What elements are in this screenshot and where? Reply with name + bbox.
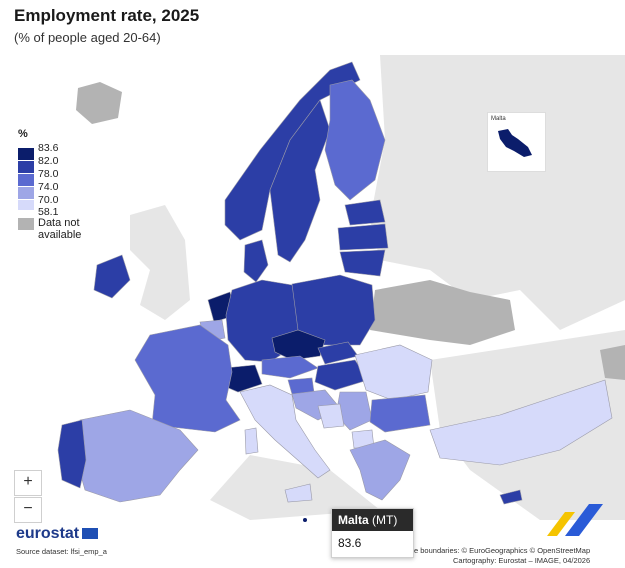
brand-stripes-icon (547, 504, 603, 536)
romania (354, 344, 433, 401)
iceland (76, 82, 122, 124)
belarus-ukraine (370, 280, 515, 345)
legend-tick: 82.0 (38, 155, 59, 167)
legend-na-label: Data not available (38, 217, 82, 241)
legend-na-swatch (18, 218, 34, 230)
tooltip-header: Malta (MT) (332, 509, 413, 531)
malta-inset-label: Malta (491, 116, 506, 122)
czechia (271, 329, 326, 361)
non-eu-land (370, 55, 625, 330)
malta[interactable] (303, 518, 307, 522)
legend-swatch (18, 161, 34, 173)
country-tooltip: Malta (MT) 83.6 (331, 508, 414, 558)
plus-icon: + (23, 473, 33, 490)
zoom-out-button[interactable]: − (14, 497, 42, 523)
choropleth-map (57, 55, 625, 522)
map-credits: e boundaries: © EuroGeographics © OpenSt… (414, 546, 590, 566)
source-dataset: Source dataset: lfsi_emp_a (16, 547, 107, 556)
legend-swatch (18, 200, 34, 210)
cyprus (499, 489, 523, 505)
france (134, 324, 241, 433)
austria (261, 355, 319, 379)
sardinia (244, 427, 259, 455)
legend-tick: 83.6 (38, 142, 59, 154)
sicily (284, 483, 313, 503)
denmark (243, 239, 269, 283)
italy (239, 384, 331, 479)
legend-tick: 70.0 (38, 194, 59, 206)
legend-tick: 78.0 (38, 168, 59, 180)
legend-tick: 58.1 (38, 206, 59, 218)
eurostat-logo: eurostat (16, 525, 80, 542)
malta-inset: Malta (487, 112, 546, 172)
portugal (57, 419, 87, 489)
turkey (429, 379, 613, 466)
credits-line-2: Cartography: Eurostat – IMAGE, 04/2026 (452, 556, 591, 565)
map-legend: % 83.6 82.0 78.0 74.0 70.0 58.1 Data not… (14, 128, 126, 241)
credits-line-1: e boundaries: © EuroGeographics © OpenSt… (414, 546, 591, 555)
hungary (314, 359, 369, 391)
bosnia (317, 403, 345, 429)
sweden (269, 99, 331, 263)
legend-swatch (18, 148, 34, 160)
estonia (344, 199, 386, 226)
malta-inset-shape[interactable] (488, 113, 545, 171)
map-title: Employment rate, 2025 (14, 6, 200, 25)
tooltip-country: Malta (338, 513, 369, 527)
turkey-east (600, 345, 625, 380)
legend-unit: % (18, 128, 28, 140)
legend-tick: 74.0 (38, 181, 59, 193)
finland (324, 79, 386, 201)
bulgaria (369, 394, 431, 433)
non-eu-land (130, 205, 190, 320)
map-subtitle: (% of people aged 20-64) (14, 30, 161, 45)
greece (349, 439, 411, 501)
legend-swatch (18, 174, 34, 186)
tooltip-value: 83.6 (338, 536, 362, 550)
lithuania (339, 249, 386, 277)
eu-flag-icon (82, 528, 98, 539)
legend-swatch (18, 187, 34, 199)
zoom-in-button[interactable]: + (14, 470, 42, 496)
tooltip-code: (MT) (372, 513, 398, 527)
latvia (337, 223, 389, 251)
ireland (93, 254, 131, 299)
minus-icon: − (23, 500, 33, 517)
